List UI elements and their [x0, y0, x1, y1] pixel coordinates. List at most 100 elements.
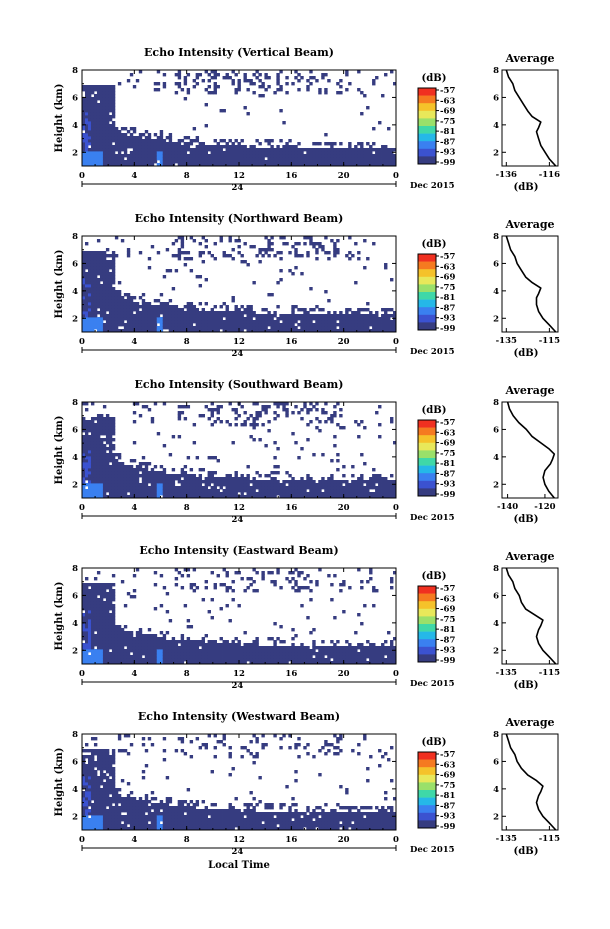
echo-cell	[339, 489, 343, 493]
echo-cell	[282, 652, 286, 656]
echo-cell	[171, 287, 176, 291]
echo-cell	[90, 607, 95, 611]
echo-cell	[87, 100, 92, 104]
echo-cell	[264, 326, 268, 330]
echo-cell	[102, 628, 107, 632]
echo-cell	[345, 311, 349, 315]
echo-cell	[171, 154, 176, 158]
echo-cell	[198, 329, 203, 333]
echo-cell	[93, 293, 98, 297]
echo-cell	[324, 251, 328, 255]
echo-cell	[111, 420, 116, 424]
echo-cell	[276, 465, 280, 469]
echo-cell	[246, 417, 250, 421]
echo-cell	[105, 622, 110, 626]
echo-cell	[345, 661, 349, 665]
echo-cell	[243, 658, 247, 662]
echo-cell	[177, 70, 182, 74]
echo-cell	[90, 483, 95, 487]
echo-cell	[141, 157, 146, 161]
echo-cell	[315, 242, 319, 246]
echo-cell	[321, 655, 325, 659]
echo-cell	[171, 652, 176, 656]
echo-cell	[141, 480, 146, 484]
echo-cell	[180, 317, 185, 321]
echo-cell	[105, 314, 110, 318]
echo-cell	[354, 658, 358, 662]
echo-cell	[204, 661, 208, 665]
echo-cell	[195, 320, 200, 324]
echo-cell	[219, 314, 223, 318]
echo-cell	[372, 157, 376, 161]
echo-cell	[201, 142, 206, 146]
echo-cell	[144, 492, 149, 496]
y-tick-label: 2	[72, 314, 78, 324]
echo-cell	[108, 456, 113, 460]
echo-cell	[93, 483, 98, 487]
echo-cell	[261, 574, 265, 578]
echo-cell	[147, 151, 152, 155]
echo-cell	[198, 643, 203, 647]
echo-cell	[285, 408, 289, 412]
colorbar-unit: (dB)	[422, 239, 447, 250]
echo-cell	[165, 314, 170, 318]
echo-cell	[315, 314, 319, 318]
echo-cell	[144, 157, 149, 161]
echo-cell	[129, 302, 134, 306]
echo-cell	[354, 495, 358, 499]
echo-cell	[96, 571, 101, 575]
echo-cell	[120, 163, 125, 167]
echo-cell	[87, 94, 92, 98]
echo-cell	[222, 326, 226, 330]
echo-cell	[111, 613, 116, 617]
echo-cell	[393, 320, 397, 324]
profile-y-tick-label: 4	[493, 453, 499, 463]
echo-cell	[180, 139, 185, 143]
echo-cell	[111, 655, 116, 659]
echo-cell	[147, 646, 152, 650]
echo-cell	[258, 248, 262, 252]
echo-cell	[288, 314, 292, 318]
echo-cell	[333, 652, 337, 656]
echo-cell	[96, 299, 101, 303]
echo-cell	[111, 127, 116, 131]
echo-cell	[162, 275, 167, 279]
echo-cell	[96, 444, 101, 448]
echo-cell	[210, 571, 214, 575]
echo-cell	[90, 139, 95, 143]
echo-cell	[222, 163, 226, 167]
echo-cell	[225, 661, 229, 665]
echo-cell	[222, 495, 226, 499]
echo-cell	[87, 97, 92, 101]
echo-cell	[225, 649, 229, 653]
echo-cell	[93, 260, 98, 264]
echo-cell	[90, 634, 95, 638]
echo-cell	[126, 323, 131, 327]
echo-cell	[333, 616, 337, 620]
echo-cell	[177, 658, 182, 662]
echo-cell	[261, 323, 265, 327]
echo-cell	[180, 658, 185, 662]
echo-cell	[258, 661, 262, 665]
echo-cell	[198, 251, 203, 255]
echo-cell	[111, 646, 116, 650]
x-tick-label: 0	[393, 171, 399, 181]
echo-cell	[348, 586, 352, 590]
echo-cell	[87, 625, 92, 629]
echo-cell	[90, 124, 95, 128]
echo-cell	[282, 405, 286, 409]
echo-cell	[222, 160, 226, 164]
echo-cell	[129, 643, 134, 647]
echo-cell	[381, 160, 385, 164]
echo-cell	[282, 145, 286, 149]
echo-cell	[306, 574, 310, 578]
echo-cell	[90, 145, 95, 149]
echo-cell	[216, 311, 220, 315]
echo-cell	[132, 489, 137, 493]
echo-cell	[279, 317, 283, 321]
echo-cell	[120, 474, 125, 478]
echo-cell	[96, 290, 101, 294]
echo-cell	[111, 468, 116, 472]
echo-cell	[144, 151, 149, 155]
echo-cell	[339, 320, 343, 324]
